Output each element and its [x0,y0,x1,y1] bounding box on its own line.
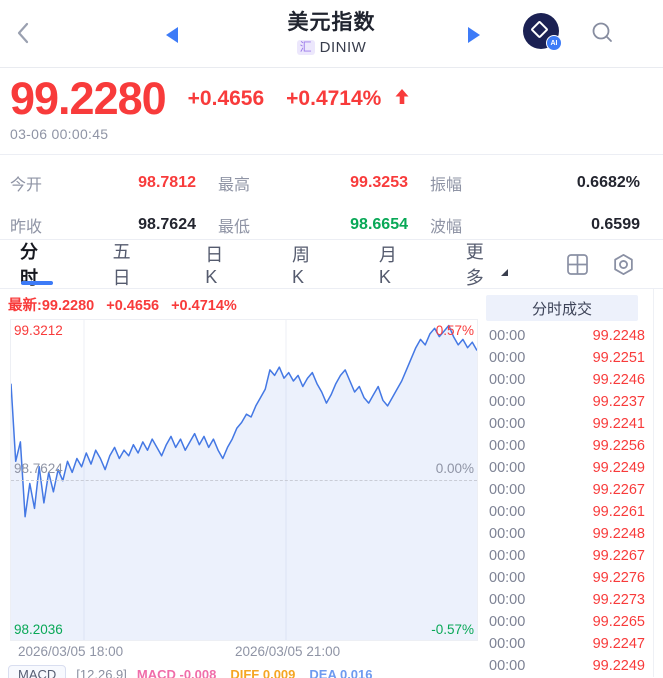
sale-row: 00:00 99.2248 [489,526,645,542]
latest-legend: 最新:99.2280 +0.4656 +0.4714% [0,289,483,319]
price-change-percent: +0.4714% [286,87,382,110]
sale-row: 00:00 99.2248 [489,328,645,344]
macd-value-DEA: DEA 0.016 [309,667,373,678]
stat-最高: 最高 99.3253 [218,174,408,195]
sale-row: 00:00 99.2256 [489,438,645,454]
sale-row: 00:00 99.2273 [489,592,645,608]
legend-change: +0.4656 [106,298,160,314]
search-icon[interactable] [591,21,615,50]
stats-grid: 今开 98.7812 最高 99.3253 振幅 0.6682% 昨收 98.7624 最低 98… [0,154,663,239]
time-sales-list[interactable]: 00:00 99.2248 00:00 99.2251 00:00 99.2246 00:0… [483,325,663,677]
stat-最低: 最低 98.6654 [218,215,408,236]
time-sales-panel: 分时成交 00:00 99.2248 00:00 99.2251 00:00 99.224… [483,289,663,677]
sale-row: 00:00 99.2265 [489,614,645,630]
macd-selector[interactable]: MACD [8,665,67,678]
tab-五日[interactable]: 五日 [112,242,131,288]
last-price: 99.2280 [10,73,167,124]
tab-日K[interactable]: 日K [205,244,224,287]
price-area-fill [11,325,477,640]
macd-value-DIFF: DIFF 0.009 [230,667,296,678]
chart-section: 最新:99.2280 +0.4656 +0.4714% 99.3212 0.57% … [0,289,663,678]
legend-change-pct: +0.4714% [171,298,237,314]
stat-振幅: 振幅 0.6682% [430,174,640,195]
y-axis-mid-percent: 0.00% [435,461,474,476]
y-axis-top-price: 99.3212 [14,323,63,338]
baseline-dashed-line [11,480,477,481]
y-axis-mid-price: 98.7624 [14,461,63,476]
y-axis-bottom-price: 98.2036 [14,622,63,637]
symbol-code: DINIW [319,39,367,56]
stat-昨收: 昨收 98.7624 [10,215,196,236]
sale-row: 00:00 99.2241 [489,416,645,432]
next-instrument-icon[interactable] [468,27,480,43]
price-summary: 99.2280 +0.4656 +0.4714% 03-06 00:00:45 [0,68,663,154]
tab-周K[interactable]: 周K [292,244,311,287]
x-tick-2100: 2026/03/05 21:00 [235,644,341,659]
indicator-bar: MACD [12,26,9] MACD -0.008 DIFF 0.009 DEA … [0,665,483,678]
sale-row: 00:00 99.2251 [489,350,645,366]
intraday-chart[interactable]: 99.3212 0.57% 98.7624 0.00% 98.2036 -0.5… [10,319,478,641]
period-tabs: 分时 五日 日K 周K 月K 更多 [0,239,663,289]
diamond-icon [530,20,549,39]
up-arrow-icon [395,89,409,109]
app-logo-icon[interactable]: AI [523,13,562,51]
more-dropdown-icon [501,269,508,276]
grid-layout-icon[interactable] [566,253,589,276]
sale-row: 00:00 99.2249 [489,460,645,476]
time-sales-title: 分时成交 [486,295,638,321]
sale-row: 00:00 99.2249 [489,658,645,674]
settings-icon[interactable] [612,253,635,276]
x-axis: 2026/03/05 18:00 2026/03/05 21:00 [0,641,483,663]
y-axis-top-percent: 0.57% [435,323,474,338]
stat-波幅: 波幅 0.6599 [430,215,640,236]
tab-更多[interactable]: 更多 [466,240,508,288]
price-change: +0.4656 [187,87,265,110]
quote-timestamp: 03-06 00:00:45 [10,126,109,142]
sale-row: 00:00 99.2246 [489,372,645,388]
sale-row: 00:00 99.2261 [489,504,645,520]
y-axis-bottom-percent: -0.57% [431,622,474,637]
sale-row: 00:00 99.2276 [489,570,645,586]
header: 美元指数 汇 DINIW AI [0,0,663,68]
header-title-block: 美元指数 汇 DINIW [288,6,376,56]
stat-今开: 今开 98.7812 [10,174,196,195]
sale-row: 00:00 99.2267 [489,482,645,498]
intraday-chart-pane: 最新:99.2280 +0.4656 +0.4714% 99.3212 0.57% … [0,289,483,678]
macd-value-MACD: MACD -0.008 [136,667,217,678]
sale-row: 00:00 99.2267 [489,548,645,564]
page-title: 美元指数 [287,11,376,34]
ai-badge: AI [546,35,562,51]
x-tick-1800: 2026/03/05 18:00 [18,644,124,659]
tab-分时[interactable]: 分时 [20,240,55,288]
tab-月K[interactable]: 月K [378,244,397,287]
sale-row: 00:00 99.2247 [489,636,645,652]
tab-list: 分时 五日 日K 周K 月K 更多 [20,240,566,288]
legend-latest: 最新:99.2280 [8,298,95,314]
macd-params: [12,26,9] [76,667,127,678]
market-type-badge: 汇 [296,40,315,55]
sale-row: 00:00 99.2237 [489,394,645,410]
price-line [11,324,477,518]
macd-values: MACD -0.008 DIFF 0.009 DEA 0.016 [137,667,373,678]
back-icon[interactable] [14,20,32,51]
prev-instrument-icon[interactable] [166,27,178,43]
